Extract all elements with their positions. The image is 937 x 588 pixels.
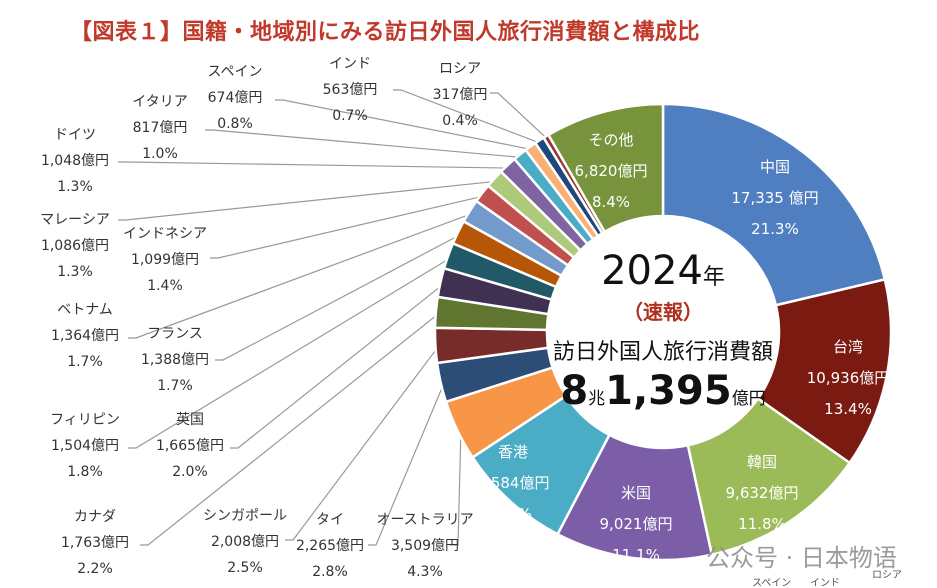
center-label: 訪日外国人旅行消費額 [552, 340, 773, 365]
slice-name-label: インド [329, 56, 371, 72]
year-suffix: 年 [702, 265, 725, 290]
slice-percent-label: 11.8% [738, 515, 786, 533]
leader-line [128, 256, 453, 449]
slice-value-label: 563億円 [323, 82, 378, 98]
slice-value-label: 317億円 [433, 87, 488, 103]
slice-value-label: 1,086億円 [41, 238, 109, 254]
slice-value-label: 1,504億円 [51, 438, 119, 454]
slice-percent-label: 2.8% [312, 564, 348, 580]
slice-name-label: インドネシア [123, 226, 207, 242]
slice-name-label: ベトナム [57, 302, 113, 318]
cut-off-label: ロシア [872, 570, 902, 581]
slice-value-label: 817億円 [133, 120, 188, 136]
slice-value-label: 1,388億円 [141, 352, 209, 368]
slice-name-label: その他 [588, 131, 633, 149]
slice-value-label: 6,820億円 [575, 162, 648, 180]
total-hundred-million: 1,395 [605, 368, 732, 414]
slice-percent-label: 8.4% [592, 193, 630, 211]
total-unit: 億円 [731, 389, 766, 409]
slice-name-label: マレーシア [40, 212, 110, 228]
slice-2 [756, 277, 893, 465]
slice-value-label: 674億円 [208, 90, 263, 106]
cut-off-label: インド [810, 578, 840, 588]
leader-line [393, 89, 542, 145]
leader-line [140, 312, 441, 546]
slice-percent-label: 1.7% [157, 378, 193, 394]
slice-value-label: 2,008億円 [211, 534, 279, 550]
slice-percent-label: 1.8% [67, 464, 103, 480]
leader-line [368, 381, 446, 546]
center-total: 8兆1,395億円 [530, 368, 796, 414]
slice-value-label: 1,048億円 [41, 153, 109, 169]
slice-value-label: 1,364億円 [51, 328, 119, 344]
leader-line [205, 129, 523, 159]
slice-value-label: 1,099億円 [131, 252, 199, 268]
slice-name-label: オーストラリア [376, 512, 473, 528]
slice-value-label: 1,665億円 [156, 438, 224, 454]
slice-name-label: ドイツ [54, 127, 96, 143]
watermark: 公众号 · 日本物语 [706, 544, 897, 572]
slice-name-label: カナダ [74, 509, 116, 525]
leader-line [275, 99, 533, 151]
slice-name-label: イタリア [132, 94, 187, 110]
slice-name-label: フランス [147, 326, 203, 342]
slice-percent-label: 1.0% [142, 146, 178, 162]
slice-value-label: 9,632億円 [726, 484, 799, 502]
slice-percent-label: 1.3% [57, 264, 93, 280]
leader-line [128, 212, 474, 339]
slice-percent-label: 0.7% [332, 108, 368, 124]
slice-name-label: 米国 [621, 484, 651, 502]
preliminary-label: （速報） [623, 300, 703, 324]
slice-percent-label: 13.4% [824, 400, 872, 418]
slice-percent-label: 1.7% [67, 354, 103, 370]
slice-value-label: 1,763億円 [61, 535, 129, 551]
center-year: 2024年 [560, 248, 766, 294]
slice-value-label: 17,335 億円 [731, 189, 818, 207]
slice-percent-label: 1.4% [147, 278, 183, 294]
slice-percent-label: 0.8% [217, 116, 253, 132]
slice-name-label: 英国 [176, 411, 204, 428]
slice-percent-label: 8.1% [494, 505, 532, 523]
leader-line [215, 233, 462, 361]
slice-name-label: ロシア [439, 61, 481, 77]
slice-value-label: 2,265億円 [296, 538, 364, 554]
leader-line [118, 180, 498, 221]
slice-percent-label: 2.0% [172, 464, 208, 480]
slice-percent-label: 21.3% [751, 220, 799, 238]
slice-1 [661, 102, 887, 307]
cut-off-label: スペイン [752, 578, 792, 588]
leader-line [450, 428, 462, 546]
slice-percent-label: 11.1% [612, 546, 660, 564]
leader-line [230, 282, 445, 449]
slice-percent-label: 2.2% [77, 561, 113, 577]
slice-percent-label: 0.4% [442, 113, 478, 129]
slice-value-label: 3,509億円 [391, 538, 459, 554]
slice-value-label: 6,584億円 [477, 474, 550, 492]
slice-name-label: タイ [316, 512, 344, 528]
year-value: 2024 [601, 248, 703, 294]
leader-line [490, 92, 549, 141]
slice-name-label: 香港 [498, 443, 528, 461]
slice-name-label: スペイン [207, 64, 262, 80]
slice-name-label: 中国 [760, 158, 790, 176]
slice-value-label: 9,021億円 [600, 515, 673, 533]
total-trillion-unit: 兆 [588, 389, 606, 409]
slice-percent-label: 4.3% [407, 564, 443, 580]
slice-name-label: 韓国 [747, 453, 777, 471]
slice-name-label: フィリピン [50, 412, 120, 428]
slice-21 [546, 102, 665, 234]
slice-percent-label: 1.3% [57, 179, 93, 195]
slice-name-label: 台湾 [833, 338, 863, 356]
leader-line [118, 161, 511, 169]
slice-value-label: 10,936億円 [807, 369, 890, 387]
leader-line [285, 344, 440, 541]
slice-name-label: シンガポール [203, 508, 287, 524]
total-trillion: 8 [560, 368, 589, 414]
slice-percent-label: 2.5% [227, 560, 263, 576]
chart-title: 【図表１】国籍・地域別にみる訪日外国人旅行消費額と構成比 [70, 20, 701, 45]
leader-line [210, 195, 486, 259]
